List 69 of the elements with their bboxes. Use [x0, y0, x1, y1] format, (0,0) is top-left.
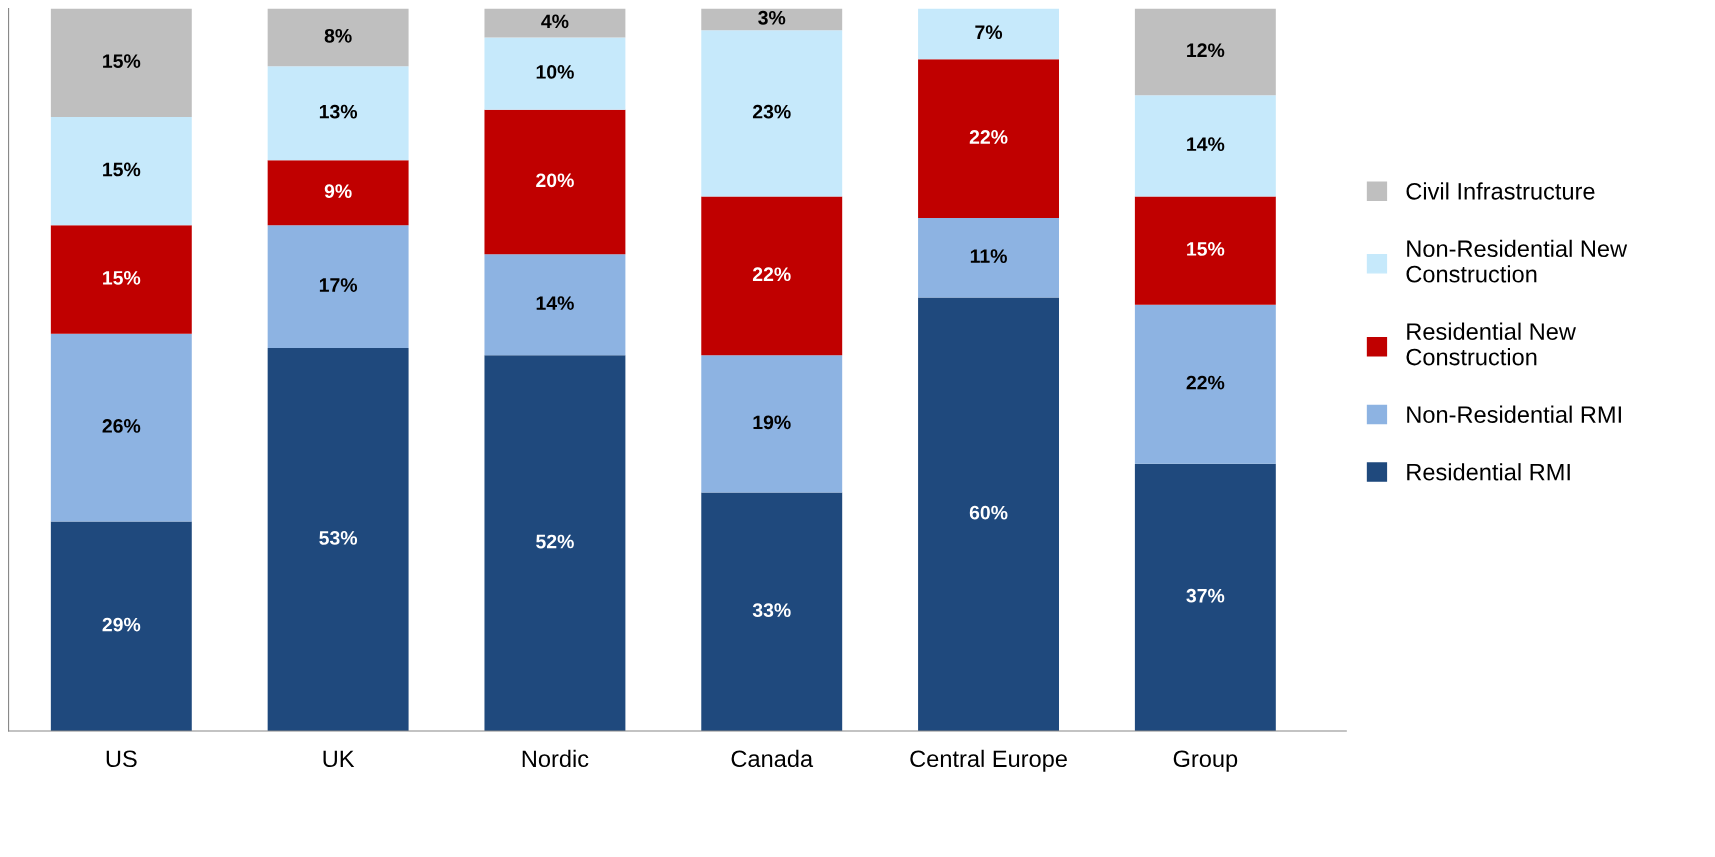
bar [267, 8, 409, 67]
data-label: 14% [536, 296, 574, 310]
data-label: 33% [752, 603, 791, 618]
data-label: 14% [1187, 137, 1225, 152]
bar [918, 59, 1060, 219]
bar [50, 116, 192, 226]
data-label: 7% [975, 25, 1003, 40]
data-label: 12% [1187, 43, 1225, 58]
x-tick-label: Group [1173, 750, 1238, 772]
data-label: 11% [970, 249, 1007, 263]
data-label: 22% [1186, 375, 1225, 390]
bar [701, 492, 843, 732]
bar [701, 8, 843, 31]
data-label: 10% [536, 65, 574, 79]
legend-label: Residential New Construction [1406, 322, 1576, 366]
bar [267, 225, 409, 349]
bar [484, 37, 626, 110]
bar [1134, 8, 1276, 96]
data-label: 15% [103, 162, 141, 177]
data-label: 60% [969, 505, 1008, 520]
bar [484, 8, 626, 38]
data-label: 3% [758, 10, 786, 25]
bar [484, 254, 626, 356]
x-tick-label: UK [323, 750, 355, 768]
bar [1134, 196, 1276, 305]
bar [701, 30, 843, 197]
data-label: 4% [541, 14, 569, 29]
bar [918, 218, 1060, 298]
bar [267, 160, 409, 226]
bar [50, 521, 192, 732]
data-label: 22% [752, 267, 791, 282]
x-tick-label: Nordic [522, 749, 589, 768]
data-label: 53% [319, 531, 358, 545]
bar [1134, 463, 1276, 732]
data-label: 37% [1186, 588, 1225, 603]
data-label: 17% [319, 278, 358, 292]
bar [1134, 95, 1276, 197]
bar [1134, 304, 1276, 464]
legend-label: Civil Infrastructure [1406, 182, 1595, 200]
data-label: 26% [102, 419, 141, 433]
data-label: 15% [103, 270, 141, 285]
bar [267, 348, 409, 732]
bar [50, 333, 192, 522]
legend-label: Non-Residential New Construction [1406, 239, 1628, 283]
data-label: 8% [324, 28, 352, 43]
x-tick-label: US [106, 750, 137, 768]
data-label: 29% [102, 617, 141, 632]
data-label: 23% [752, 104, 791, 119]
data-label: 15% [103, 54, 141, 68]
bar [918, 8, 1060, 60]
data-label: 52% [536, 534, 574, 549]
bar [50, 8, 192, 117]
data-label: 20% [536, 173, 574, 188]
bar [267, 66, 409, 161]
bar [484, 109, 626, 255]
legend-label: Residential RMI [1407, 463, 1570, 481]
data-label: 15% [1187, 242, 1225, 256]
data-label: 19% [753, 415, 791, 430]
data-label: 9% [324, 184, 352, 199]
data-label: 22% [969, 130, 1008, 144]
bar [701, 196, 843, 356]
data-label: 13% [319, 104, 358, 119]
bar [918, 297, 1060, 732]
x-tick-label: Central Europe [910, 749, 1067, 772]
bar [701, 355, 843, 493]
bar [484, 355, 626, 732]
x-tick-label: Canada [731, 749, 814, 768]
bar [50, 225, 192, 334]
legend-label: Non-Residential RMI [1407, 405, 1621, 423]
